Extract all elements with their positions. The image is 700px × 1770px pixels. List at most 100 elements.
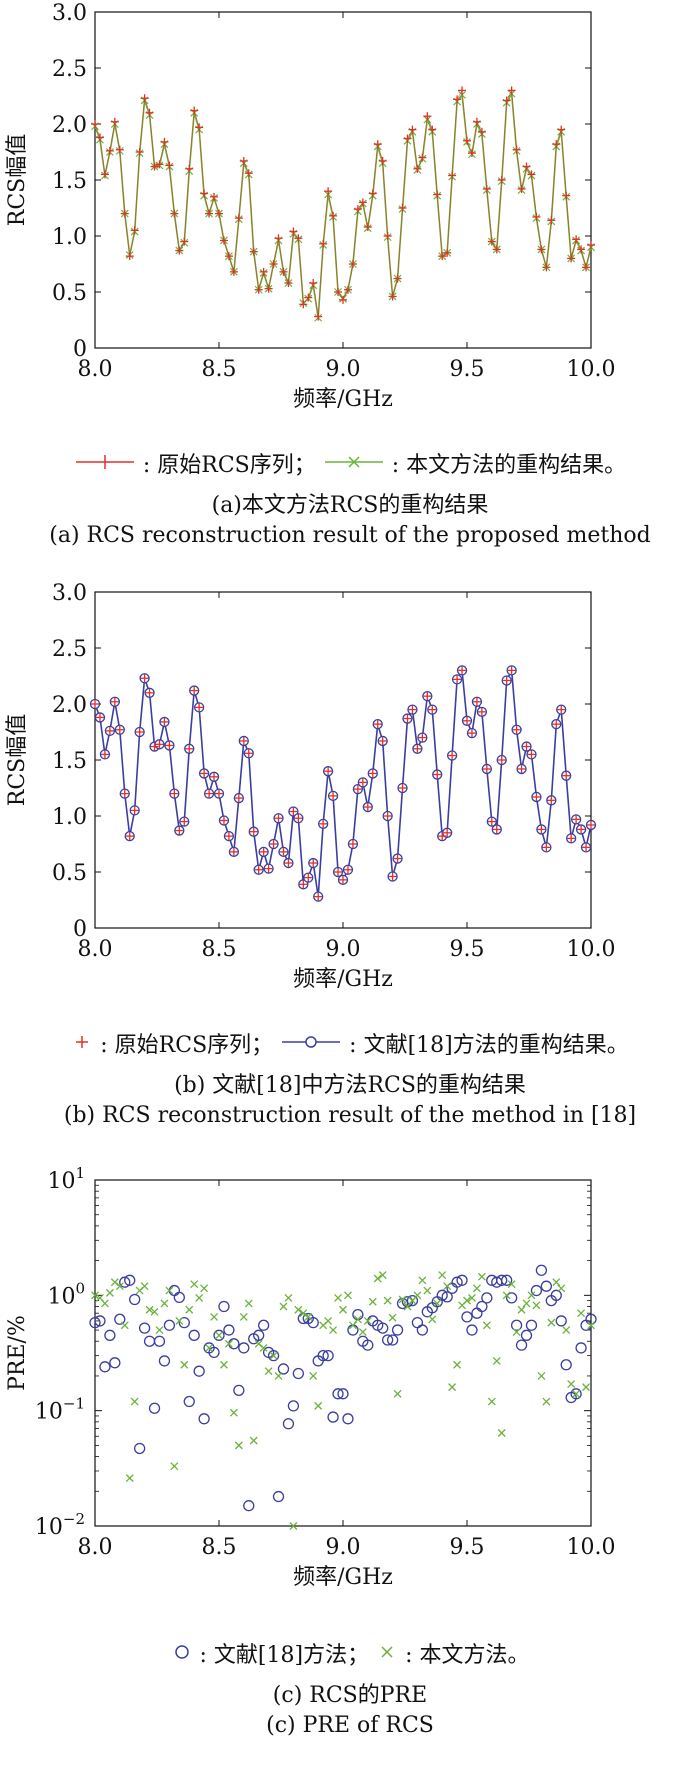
- marker-original-point: [522, 162, 531, 171]
- scatter-point-ref: [342, 1413, 354, 1425]
- marker-original-point: [547, 216, 556, 225]
- marker-original-point: [215, 789, 223, 798]
- marker-original-point: [542, 843, 551, 852]
- scatter-point-proposed: [155, 1326, 164, 1335]
- scatter-point-proposed: [388, 1313, 397, 1322]
- scatter-point-proposed: [482, 1321, 491, 1330]
- marker-original-point: [100, 750, 109, 759]
- marker-original-point: [339, 875, 347, 884]
- scatter-point-proposed: [562, 1326, 571, 1335]
- marker-original-point: [482, 184, 491, 193]
- y-axis-label: RCS幅值: [5, 134, 30, 226]
- marker-original-point: [467, 729, 476, 738]
- scatter-point-ref: [540, 1280, 553, 1292]
- marker-original-point: [279, 847, 288, 856]
- scatter-point-ref: [153, 1335, 166, 1347]
- scatter-point-ref: [129, 1293, 141, 1306]
- scatter-point-ref: [411, 1316, 424, 1329]
- scatter-point-ref: [456, 1274, 468, 1286]
- marker-original-point: [383, 232, 392, 240]
- legend-a-original-label: : 原始RCS序列；: [142, 453, 316, 478]
- scatter-point-ref: [104, 1329, 116, 1341]
- scatter-point-proposed: [190, 1280, 199, 1289]
- x-tick-label: 9.5: [450, 357, 485, 382]
- scatter-point-ref: [193, 1365, 205, 1377]
- marker-original-point: [215, 209, 223, 218]
- scatter-point-ref: [238, 1342, 250, 1354]
- marker-original-point: [487, 237, 496, 246]
- marker-original-point: [547, 796, 556, 805]
- scatter-point-ref: [99, 1361, 111, 1373]
- scatter-point-proposed: [185, 1305, 194, 1314]
- scatter-point-ref: [133, 1442, 146, 1455]
- marker-original-point: [314, 312, 323, 321]
- x-tick-label: 8.5: [202, 357, 237, 382]
- x-tick-label: 10.0: [567, 1535, 616, 1560]
- marker-original-point: [259, 267, 268, 276]
- y-tick-label: 1.0: [52, 225, 87, 250]
- marker-original-point: [497, 176, 506, 184]
- y-tick-label: 101: [47, 1164, 85, 1194]
- chart-a: 8.0 8.5 9.0 9.5 10.0 0 0.5 1.0 1.5 2.0 2.5 3.0 频率/GH…: [5, 1, 615, 412]
- y-tick-label: 3.0: [52, 1, 87, 26]
- marker-original-point: [294, 814, 303, 823]
- marker-original-point: [135, 148, 144, 156]
- marker-original-point: [438, 252, 447, 261]
- marker-original-point: [552, 140, 561, 149]
- chart-b: 8.0 8.5 9.0 9.5 10.0 0 0.5 1.0 1.5 2.0 2.5 3.0 频率/GH…: [5, 581, 615, 992]
- panel-c: 8.0 8.5 9.0 9.5 10.0 10−2 10−1 100 101 频率/GHz PRE/…: [0, 1160, 700, 1770]
- marker-original-point: [542, 263, 551, 272]
- x-tick-label: 8.0: [78, 937, 113, 962]
- marker-original-point: [438, 832, 447, 841]
- marker-original-point: [259, 847, 268, 856]
- marker-original-point: [314, 892, 323, 901]
- marker-original-point: [393, 274, 402, 283]
- scatter-point-ref: [282, 1418, 295, 1430]
- legend-a-proposed-swatch: [323, 452, 385, 480]
- marker-original-point: [140, 674, 149, 683]
- scatter-point-ref: [267, 1349, 280, 1362]
- scatter-point-proposed: [527, 1291, 536, 1300]
- scatter-point-proposed: [309, 1371, 318, 1380]
- scatter-point-proposed: [279, 1302, 288, 1311]
- plot-frame: [94, 1179, 592, 1527]
- scatter-point-proposed: [224, 1339, 233, 1348]
- scatter-point-proposed: [170, 1462, 179, 1471]
- scatter-point-proposed: [443, 1282, 452, 1291]
- marker-original-point: [373, 720, 382, 729]
- marker-original-point: [165, 741, 174, 750]
- scatter-point-proposed: [120, 1321, 129, 1330]
- scatter-point-proposed: [453, 1360, 462, 1369]
- scatter-point-ref: [476, 1300, 488, 1313]
- scatter-point-proposed: [552, 1278, 561, 1287]
- scatter-point-ref: [515, 1339, 528, 1351]
- marker-original-point: [363, 803, 372, 812]
- x-tick-label: 9.5: [450, 937, 485, 962]
- marker-original-point: [190, 686, 199, 695]
- marker-original-point: [413, 744, 422, 753]
- scatter-point-ref: [466, 1324, 478, 1336]
- marker-original-point: [477, 127, 486, 136]
- marker-original-point: [150, 742, 159, 751]
- marker-original-point: [324, 767, 333, 776]
- marker-original-point: [502, 96, 511, 105]
- marker-original-point: [160, 717, 169, 726]
- scatter-point-ref: [198, 1413, 210, 1425]
- marker-original-point: [348, 260, 357, 268]
- scatter-point-ref: [138, 1322, 151, 1334]
- x-tick-label: 8.0: [78, 1535, 113, 1560]
- marker-original-point: [582, 263, 591, 272]
- scatter-point-proposed: [329, 1326, 338, 1335]
- scatter-point-ref: [143, 1335, 156, 1347]
- scatter-point-ref: [178, 1316, 190, 1329]
- marker-original-point: [363, 223, 372, 232]
- marker-original-point: [343, 285, 352, 294]
- scatter-point-proposed: [567, 1380, 576, 1389]
- scatter-point-proposed: [557, 1284, 566, 1293]
- marker-original-point: [170, 209, 179, 218]
- marker-original-point: [299, 300, 308, 309]
- marker-original-point: [219, 816, 228, 825]
- marker-original-point: [487, 817, 496, 826]
- scatter-point-ref: [496, 1274, 508, 1286]
- scatter-point-proposed: [205, 1343, 214, 1352]
